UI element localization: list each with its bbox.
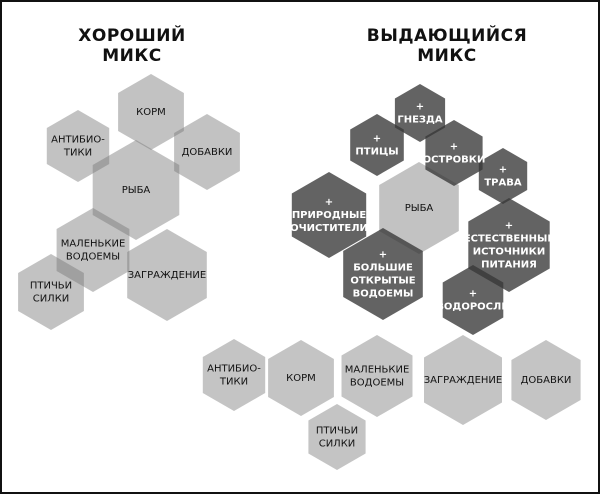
great-mix-base-hex — [202, 339, 266, 411]
great-mix-title-line2: МИКС — [417, 46, 477, 66]
hex-label: ВОДОРОСЛИ — [436, 302, 509, 313]
hex-label: СИЛКИ — [33, 294, 70, 305]
good-mix-title: ХОРОШИЙ МИКС — [42, 26, 222, 66]
hex-label: КОРМ — [286, 373, 316, 384]
great-mix-addition-hex — [425, 120, 483, 186]
great-mix-addition-hex — [442, 265, 504, 335]
good-mix-hex — [46, 110, 110, 182]
great-mix-base-hex — [308, 404, 366, 470]
good-mix-hex — [56, 208, 130, 292]
good-mix-hex-shape — [118, 74, 184, 150]
plus-icon: + — [450, 142, 458, 153]
hex-label: ВОДОЕМЫ — [66, 252, 120, 263]
plus-icon: + — [373, 134, 381, 145]
hex-label: ТИКИ — [63, 148, 92, 159]
plus-icon: + — [416, 102, 424, 113]
great-mix-title-line1: ВЫДАЮЩИЙСЯ — [366, 26, 528, 46]
hex-label: ДОБАВКИ — [521, 375, 572, 386]
great-mix-addition-hex-shape — [394, 84, 446, 142]
great-mix-base-hex — [268, 340, 334, 416]
hex-label: ТРАВА — [484, 178, 522, 189]
great-mix-addition-hex-shape — [343, 228, 423, 320]
great-mix-base-hex-shape — [424, 335, 502, 425]
great-mix-addition-hex — [468, 198, 550, 292]
great-mix-addition-hex-shape — [478, 148, 528, 204]
great-mix-addition-hex — [478, 148, 528, 204]
hex-label: КОРМ — [136, 107, 166, 118]
hex-label: ДОБАВКИ — [182, 147, 233, 158]
good-mix-title-line2: МИКС — [102, 46, 162, 66]
great-mix-base-hex — [511, 340, 581, 420]
hex-label: ОЧИСТИТЕЛИ — [290, 223, 368, 234]
great-mix-center-hex — [379, 162, 459, 254]
hex-label: МАЛЕНЬКИЕ — [61, 239, 126, 250]
hex-label: ТИКИ — [219, 377, 248, 388]
good-mix-hex — [92, 140, 180, 240]
hex-label: МАЛЕНЬКИЕ — [345, 365, 410, 376]
hex-label: СИЛКИ — [319, 439, 356, 450]
great-mix-base-hex-shape — [511, 340, 581, 420]
good-mix-hex-shape — [46, 110, 110, 182]
hex-label: ОСТРОВКИ — [423, 155, 486, 166]
hex-label: АНТИБИО- — [51, 135, 105, 146]
hex-label: ПТИЦЫ — [355, 147, 398, 158]
plus-icon: + — [469, 289, 477, 300]
good-mix-hex-shape — [174, 114, 240, 190]
great-mix-base-hex — [424, 335, 502, 425]
plus-icon: + — [505, 221, 513, 232]
great-mix-center-hex-shape — [379, 162, 459, 254]
good-mix-hex-shape — [127, 229, 207, 321]
hex-label: ГНЕЗДА — [397, 115, 443, 126]
great-mix-addition-hex — [343, 228, 423, 320]
good-mix-hex-shape — [18, 254, 84, 330]
great-mix-base-hex-shape — [341, 335, 413, 417]
good-mix-hex-shape — [92, 140, 180, 240]
plus-icon: + — [499, 165, 507, 176]
good-mix-hex-shape — [56, 208, 130, 292]
hex-label: БОЛЬШИЕ — [353, 263, 413, 274]
great-mix-base-hex-shape — [268, 340, 334, 416]
great-mix-addition-hex — [291, 172, 367, 258]
hex-label: ПРИРОДНЫЕ — [292, 210, 367, 221]
hex-label: АНТИБИО- — [207, 364, 261, 375]
great-mix-addition-hex-shape — [291, 172, 367, 258]
hex-label: ВОДОЕМЫ — [353, 289, 414, 300]
good-mix-hex — [174, 114, 240, 190]
hex-label: ПИТАНИЯ — [481, 260, 537, 271]
hex-label: ОТКРЫТЫЕ — [350, 276, 415, 287]
great-mix-addition-hex — [350, 114, 404, 176]
great-mix-addition-hex-shape — [468, 198, 550, 292]
hex-label: ПТИЧЬИ — [30, 281, 72, 292]
hex-label: ВОДОЕМЫ — [350, 378, 404, 389]
hex-label: РЫБА — [405, 203, 434, 214]
hex-label: ИСТОЧНИКИ — [473, 247, 545, 258]
good-mix-hex — [127, 229, 207, 321]
hex-label: ЗАГРАЖДЕНИЕ — [128, 270, 206, 281]
great-mix-addition-hex-shape — [425, 120, 483, 186]
hex-label: ЕСТЕСТВЕННЫЕ — [464, 234, 555, 245]
great-mix-title: ВЫДАЮЩИЙСЯ МИКС — [347, 26, 547, 66]
great-mix-base-hex-shape — [308, 404, 366, 470]
great-mix-base-hex-shape — [202, 339, 266, 411]
hex-label: ПТИЧЬИ — [316, 426, 358, 437]
hex-label: ЗАГРАЖДЕНИЕ — [424, 375, 502, 386]
great-mix-addition-hex-shape — [442, 265, 504, 335]
good-mix-hex — [18, 254, 84, 330]
good-mix-title-line1: ХОРОШИЙ — [78, 26, 186, 46]
plus-icon: + — [325, 197, 333, 208]
good-mix-hex — [118, 74, 184, 150]
hex-label: РЫБА — [122, 185, 151, 196]
great-mix-addition-hex — [394, 84, 446, 142]
plus-icon: + — [379, 250, 387, 261]
great-mix-addition-hex-shape — [350, 114, 404, 176]
great-mix-base-hex — [341, 335, 413, 417]
